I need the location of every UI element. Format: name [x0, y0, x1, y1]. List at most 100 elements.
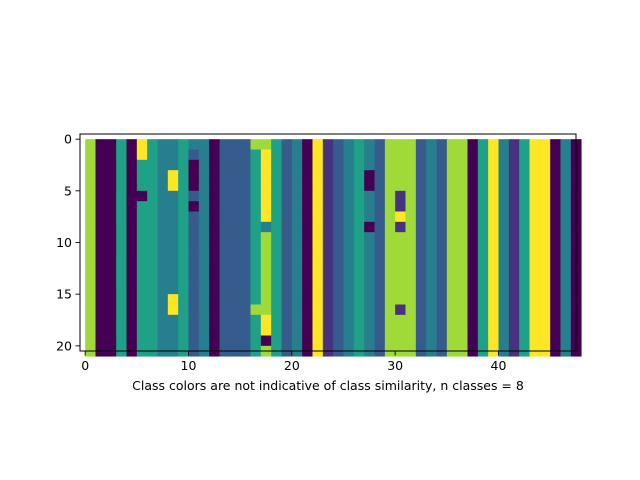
heatmap-cell [302, 242, 313, 254]
heatmap-cell [291, 211, 303, 223]
heatmap-cell [209, 149, 220, 161]
heatmap-cell [333, 314, 344, 326]
heatmap-cell [477, 252, 489, 264]
heatmap-cell [384, 190, 396, 202]
heatmap-cell [322, 139, 334, 150]
heatmap-cell [271, 221, 282, 233]
heatmap-cell [178, 180, 189, 192]
heatmap-cell [271, 180, 282, 192]
heatmap-cell [116, 211, 127, 223]
heatmap-cell [550, 263, 561, 274]
heatmap-cell [405, 294, 417, 305]
heatmap-cell [508, 159, 520, 171]
heatmap-cell [364, 242, 375, 254]
heatmap-cell [229, 211, 241, 223]
heatmap-cell [508, 294, 520, 305]
heatmap-cell [529, 273, 541, 285]
heatmap-cell [105, 263, 117, 274]
heatmap-cell [364, 201, 375, 212]
heatmap-cell [105, 180, 117, 192]
heatmap-cell [353, 149, 365, 161]
heatmap-cell [395, 232, 406, 243]
heatmap-cell [333, 304, 344, 316]
heatmap-cell [364, 159, 375, 171]
heatmap-cell [95, 221, 107, 233]
heatmap-cell [539, 170, 551, 181]
heatmap-cell [271, 190, 282, 202]
heatmap-cell [291, 221, 303, 233]
heatmap-cell [374, 201, 386, 212]
heatmap-cell [219, 263, 231, 274]
heatmap-cell [488, 190, 499, 202]
heatmap-cell [446, 325, 458, 336]
heatmap-cell [209, 159, 220, 171]
heatmap-cell [550, 180, 561, 192]
heatmap-cell [312, 190, 324, 202]
heatmap-cell [477, 325, 489, 336]
heatmap-cell [250, 211, 262, 223]
heatmap-cell [343, 304, 355, 316]
heatmap-cell [322, 190, 334, 202]
heatmap-cell [343, 263, 355, 274]
heatmap-cell [167, 211, 179, 223]
heatmap-cell [498, 211, 510, 223]
heatmap-cell [343, 325, 355, 336]
heatmap-cell [560, 314, 572, 326]
heatmap-cell [539, 304, 551, 316]
heatmap-cell [291, 335, 303, 347]
heatmap-cell [498, 190, 510, 202]
heatmap-cell [209, 294, 220, 305]
heatmap-cell [291, 263, 303, 274]
heatmap-cell [116, 180, 127, 192]
heatmap-cell [519, 283, 530, 295]
heatmap-cell [519, 201, 530, 212]
heatmap-cell [219, 252, 231, 264]
heatmap-cell [498, 335, 510, 347]
heatmap-cell [333, 325, 344, 336]
heatmap-cell [488, 139, 499, 150]
heatmap-cell [374, 139, 386, 150]
heatmap-cell [260, 252, 272, 264]
heatmap-cell [229, 190, 241, 202]
heatmap-cell [529, 325, 541, 336]
heatmap-cell [405, 170, 417, 181]
heatmap-cell [436, 232, 448, 243]
heatmap-cell [188, 139, 200, 150]
heatmap-cell [188, 325, 200, 336]
heatmap-cell [219, 201, 231, 212]
heatmap-cell [467, 232, 479, 243]
heatmap-cell [291, 149, 303, 161]
heatmap-cell [147, 242, 158, 254]
heatmap-cell [157, 159, 169, 171]
heatmap-cell [136, 232, 148, 243]
heatmap-cell [550, 314, 561, 326]
heatmap-cell [271, 139, 282, 150]
heatmap-cell [508, 232, 520, 243]
heatmap-cell [446, 221, 458, 233]
heatmap-cell [560, 263, 572, 274]
heatmap-cell [374, 314, 386, 326]
heatmap-cell [446, 294, 458, 305]
heatmap-cell [116, 263, 127, 274]
heatmap-cell [312, 170, 324, 181]
heatmap-cell [147, 283, 158, 295]
heatmap-cell [353, 221, 365, 233]
heatmap-cell [178, 149, 189, 161]
heatmap-cell [467, 211, 479, 223]
heatmap-cell [446, 242, 458, 254]
heatmap-cell [229, 283, 241, 295]
heatmap-cell [488, 314, 499, 326]
heatmap-cell [436, 159, 448, 171]
heatmap-cell [560, 221, 572, 233]
heatmap-cell [477, 221, 489, 233]
heatmap-cell [560, 139, 572, 150]
heatmap-cell [157, 335, 169, 347]
heatmap-cell [302, 221, 313, 233]
heatmap-cell [395, 325, 406, 336]
heatmap-cell [302, 232, 313, 243]
heatmap-cell [126, 283, 138, 295]
heatmap-cell [343, 283, 355, 295]
heatmap-cell [136, 314, 148, 326]
heatmap-cell [384, 242, 396, 254]
heatmap-cell [312, 221, 324, 233]
